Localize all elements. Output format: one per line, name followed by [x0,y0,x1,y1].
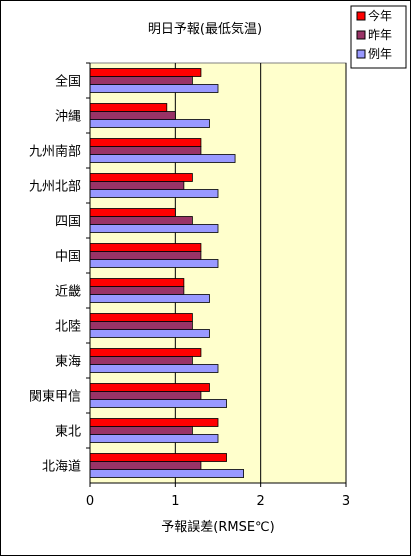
bar-1-series-2 [89,76,193,85]
bar-10-series-2 [89,391,202,400]
bar-8-series-3 [89,329,210,338]
bar-4-series-2 [89,181,185,190]
bar-5-series-3 [89,224,219,233]
category-label-10: 関東甲信 [29,389,81,405]
bar-8-series-1 [89,313,193,322]
bar-6-series-1 [89,243,202,252]
category-label-6: 中国 [55,250,81,265]
legend-label-1: 今年 [368,8,392,23]
bar-2-series-1 [89,103,168,112]
legend-label-2: 昨年 [368,28,392,42]
bar-2-series-2 [89,111,176,120]
legend-label-3: 例年 [368,47,392,61]
bar-9-series-1 [89,348,202,357]
bar-9-series-3 [89,364,219,373]
bar-12-series-3 [89,469,245,478]
bar-11-series-3 [89,434,219,443]
bar-12-series-2 [89,461,202,470]
bar-5-series-1 [89,208,176,217]
chart-title: 明日予報(最低気温) [148,21,262,37]
bar-1-series-3 [89,84,219,93]
x-tick-label-1: 0 [86,494,94,509]
bar-10-series-3 [89,399,227,408]
category-label-12: 北海道 [42,460,81,475]
bar-6-series-3 [89,259,219,268]
x-tick-label-3: 2 [257,494,265,509]
bar-5-series-2 [89,216,193,225]
category-label-2: 沖縄 [55,110,81,125]
bar-3-series-2 [89,146,202,155]
x-tick-label-4: 3 [342,494,350,509]
bar-1-series-1 [89,68,202,77]
bars-group [89,68,245,478]
category-label-11: 東北 [55,424,81,440]
bar-6-series-2 [89,251,202,260]
bar-11-series-1 [89,418,219,427]
legend-swatch-3 [356,49,366,59]
bar-2-series-3 [89,119,210,128]
bar-8-series-2 [89,321,193,330]
bar-3-series-3 [89,154,236,163]
bar-7-series-1 [89,278,185,287]
bar-9-series-2 [89,356,193,365]
category-label-5: 四国 [55,215,81,230]
legend-swatch-1 [356,11,366,21]
bar-10-series-1 [89,383,210,392]
vertical-gridlines [174,63,347,483]
bar-11-series-2 [89,426,193,435]
plot-area [89,62,347,484]
x-tick-label-2: 1 [171,494,179,509]
bar-3-series-1 [89,138,202,147]
category-label-8: 北陸 [55,319,81,335]
category-label-7: 近畿 [55,285,81,300]
legend-swatch-2 [356,30,366,40]
bar-7-series-2 [89,286,185,295]
x-axis-label: 予報誤差(RMSE℃) [161,519,274,535]
category-label-9: 東海 [55,354,81,370]
bar-4-series-1 [89,173,193,182]
category-label-3: 九州南部 [29,144,81,160]
category-label-4: 九州北部 [29,180,81,195]
category-label-1: 全国 [55,74,81,90]
bar-4-series-3 [89,189,219,198]
bar-12-series-1 [89,453,227,462]
x-tick-labels: 0 1 2 3 [86,483,350,509]
bar-7-series-3 [89,294,210,303]
